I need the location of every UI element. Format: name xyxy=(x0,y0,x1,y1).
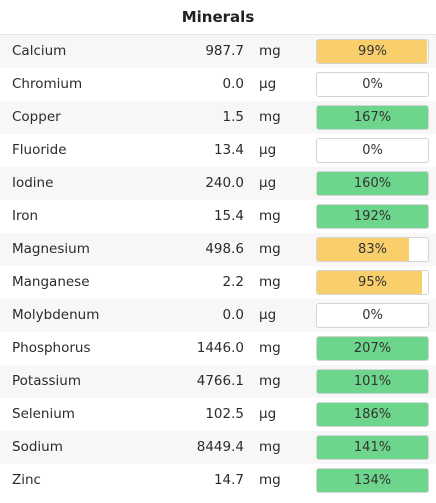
mineral-amount: 0.0 xyxy=(222,76,244,92)
mineral-row: Zinc 14.7 mg 134% xyxy=(0,464,436,497)
mineral-row: Selenium 102.5 µg 186% xyxy=(0,398,436,431)
mineral-unit: µg xyxy=(259,175,277,191)
mineral-amount: 15.4 xyxy=(213,208,244,224)
mineral-amount: 14.7 xyxy=(213,472,244,488)
mineral-unit: µg xyxy=(259,406,277,422)
percent-label: 0% xyxy=(362,143,383,158)
mineral-row: Fluoride 13.4 µg 0% xyxy=(0,134,436,167)
mineral-unit: µg xyxy=(259,307,277,323)
percent-bar: 95% xyxy=(316,270,429,295)
percent-bar: 83% xyxy=(316,237,429,262)
mineral-amount: 0.0 xyxy=(222,307,244,323)
mineral-row: Manganese 2.2 mg 95% xyxy=(0,266,436,299)
percent-bar: 134% xyxy=(316,468,429,493)
mineral-amount: 1.5 xyxy=(222,109,244,125)
mineral-unit: µg xyxy=(259,142,277,158)
mineral-name: Copper xyxy=(12,109,61,125)
mineral-name: Molybdenum xyxy=(12,307,100,323)
mineral-unit: µg xyxy=(259,76,277,92)
percent-bar-fill xyxy=(317,40,427,63)
mineral-unit: mg xyxy=(259,43,281,59)
percent-bar: 207% xyxy=(316,336,429,361)
percent-bar: 99% xyxy=(316,39,429,64)
percent-bar-fill xyxy=(317,403,428,426)
mineral-amount: 987.7 xyxy=(205,43,244,59)
percent-bar-fill xyxy=(317,469,428,492)
mineral-row: Copper 1.5 mg 167% xyxy=(0,101,436,134)
mineral-amount: 102.5 xyxy=(205,406,244,422)
percent-bar-fill xyxy=(317,436,428,459)
percent-label: 0% xyxy=(362,308,383,323)
percent-bar-fill xyxy=(317,205,428,228)
mineral-unit: mg xyxy=(259,340,281,356)
mineral-amount: 1446.0 xyxy=(196,340,244,356)
percent-bar-fill xyxy=(317,238,410,261)
mineral-name: Fluoride xyxy=(12,142,67,158)
percent-label: 141% xyxy=(353,440,392,455)
percent-bar: 141% xyxy=(316,435,429,460)
mineral-unit: mg xyxy=(259,439,281,455)
mineral-unit: mg xyxy=(259,373,281,389)
percent-bar-fill xyxy=(317,172,428,195)
percent-bar: 167% xyxy=(316,105,429,130)
mineral-unit: mg xyxy=(259,274,281,290)
mineral-name: Potassium xyxy=(12,373,82,389)
percent-label: 0% xyxy=(362,77,383,92)
mineral-name: Iodine xyxy=(12,175,54,191)
percent-label: 101% xyxy=(353,374,392,389)
percent-bar: 0% xyxy=(316,72,429,97)
percent-bar: 101% xyxy=(316,369,429,394)
percent-label: 192% xyxy=(353,209,392,224)
percent-label: 83% xyxy=(358,242,387,257)
percent-label: 167% xyxy=(353,110,392,125)
mineral-row: Iron 15.4 mg 192% xyxy=(0,200,436,233)
mineral-row: Sodium 8449.4 mg 141% xyxy=(0,431,436,464)
mineral-amount: 240.0 xyxy=(205,175,244,191)
percent-bar-fill xyxy=(317,271,423,294)
mineral-row: Potassium 4766.1 mg 101% xyxy=(0,365,436,398)
mineral-amount: 8449.4 xyxy=(196,439,244,455)
percent-label: 95% xyxy=(358,275,387,290)
percent-bar: 192% xyxy=(316,204,429,229)
percent-bar: 0% xyxy=(316,303,429,328)
percent-label: 160% xyxy=(353,176,392,191)
mineral-unit: mg xyxy=(259,208,281,224)
percent-bar-fill xyxy=(317,106,428,129)
percent-bar: 0% xyxy=(316,138,429,163)
percent-bar-fill xyxy=(317,370,428,393)
panel-title: Minerals xyxy=(0,0,436,35)
mineral-unit: mg xyxy=(259,109,281,125)
mineral-name: Chromium xyxy=(12,76,83,92)
mineral-amount: 498.6 xyxy=(205,241,244,257)
mineral-name: Magnesium xyxy=(12,241,90,257)
mineral-row: Molybdenum 0.0 µg 0% xyxy=(0,299,436,332)
mineral-row: Calcium 987.7 mg 99% xyxy=(0,35,436,68)
mineral-name: Zinc xyxy=(12,472,41,488)
mineral-amount: 4766.1 xyxy=(196,373,244,389)
mineral-unit: mg xyxy=(259,241,281,257)
percent-label: 186% xyxy=(353,407,392,422)
percent-label: 207% xyxy=(353,341,392,356)
percent-label: 99% xyxy=(358,44,387,59)
mineral-name: Iron xyxy=(12,208,39,224)
mineral-name: Calcium xyxy=(12,43,67,59)
mineral-unit: mg xyxy=(259,472,281,488)
mineral-name: Manganese xyxy=(12,274,90,290)
mineral-row: Phosphorus 1446.0 mg 207% xyxy=(0,332,436,365)
percent-bar-fill xyxy=(317,337,428,360)
mineral-amount: 2.2 xyxy=(222,274,244,290)
mineral-name: Phosphorus xyxy=(12,340,91,356)
mineral-amount: 13.4 xyxy=(213,142,244,158)
percent-label: 134% xyxy=(353,473,392,488)
mineral-row: Chromium 0.0 µg 0% xyxy=(0,68,436,101)
percent-bar: 186% xyxy=(316,402,429,427)
percent-bar: 160% xyxy=(316,171,429,196)
mineral-name: Selenium xyxy=(12,406,75,422)
mineral-row: Magnesium 498.6 mg 83% xyxy=(0,233,436,266)
minerals-list: Calcium 987.7 mg 99% Chromium 0.0 µg 0% Copper 1.… xyxy=(0,35,436,497)
mineral-row: Iodine 240.0 µg 160% xyxy=(0,167,436,200)
mineral-name: Sodium xyxy=(12,439,63,455)
